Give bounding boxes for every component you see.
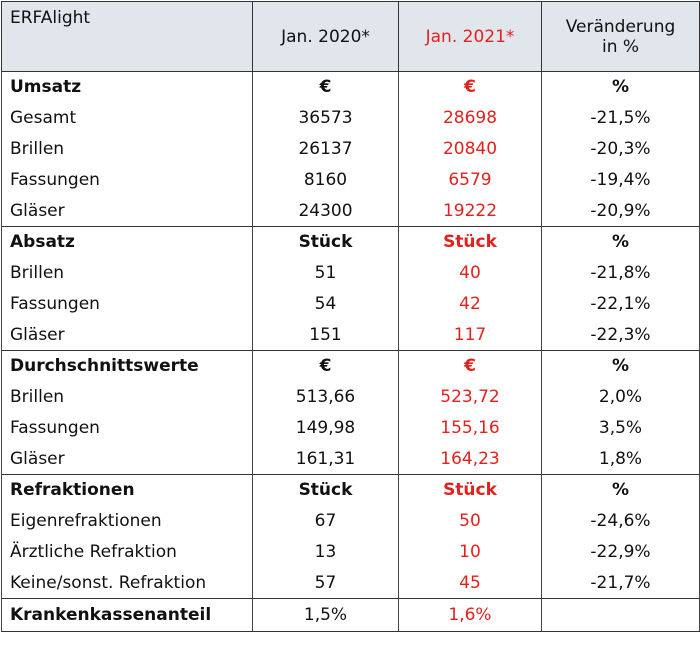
data-row: Brillen 513,66 523,72 2,0% (1, 381, 700, 413)
change: -20,9% (541, 195, 700, 227)
value-2021: 40 (398, 257, 542, 289)
row-label: Gläser (1, 195, 253, 227)
section-header-row: Refraktionen Stück Stück% (1, 474, 700, 506)
value-2020: 513,66 (252, 381, 399, 413)
row-label: Brillen (1, 257, 253, 289)
change: -22,9% (541, 536, 700, 568)
change: -22,3% (541, 319, 700, 351)
unit: € (252, 71, 399, 103)
value-2021: 155,16 (398, 412, 542, 444)
row-label: Gläser (1, 319, 253, 351)
data-row: Brillen 26137 20840 -20,3% (1, 133, 700, 165)
value-2021: 117 (398, 319, 542, 351)
row-label: Gläser (1, 443, 253, 475)
change: -21,8% (541, 257, 700, 289)
unit: € (398, 350, 542, 382)
data-row: Eigenrefraktionen 67 50 -24,6% (1, 505, 700, 537)
data-row: Gläser 161,31 164,23 1,8% (1, 443, 700, 475)
value-2020: 57 (252, 567, 399, 599)
row-label: Fassungen (1, 164, 253, 196)
section-name: Umsatz (1, 71, 253, 103)
unit: € (252, 350, 399, 382)
value-2021: 6579 (398, 164, 542, 196)
value-2021: 164,23 (398, 443, 542, 475)
section-name: Absatz (1, 226, 253, 258)
unit: % (541, 226, 700, 258)
value-2021: 45 (398, 567, 542, 599)
value-2020: 161,31 (252, 443, 399, 475)
row-label: Keine/sonst. Refraktion (1, 567, 253, 599)
data-row: Fassungen 149,98 155,16 3,5% (1, 412, 700, 444)
data-row: Gesamt 36573 28698 -21,5% (1, 102, 700, 134)
value-2021: 1,6% (398, 598, 542, 632)
value-2021: 19222 (398, 195, 542, 227)
row-label: Fassungen (1, 412, 253, 444)
value-2021: 10 (398, 536, 542, 568)
footer-row: Krankenkassenanteil 1,5% 1,6% (1, 598, 700, 632)
value-2021: 42 (398, 288, 542, 320)
header-row: ERFAlight Jan. 2020* Jan. 2021* Veränder… (1, 1, 700, 72)
value-2021: 523,72 (398, 381, 542, 413)
data-row: Brillen 51 40 -21,8% (1, 257, 700, 289)
section-name: Durchschnittswerte (1, 350, 253, 382)
value-2020: 1,5% (252, 598, 399, 632)
change: 1,8% (541, 443, 700, 475)
section-name: Refraktionen (1, 474, 253, 506)
value-2021: 28698 (398, 102, 542, 134)
unit: % (541, 474, 700, 506)
section-header-row: Umsatz € €% (1, 71, 700, 103)
value-2020: 149,98 (252, 412, 399, 444)
value-2020: 51 (252, 257, 399, 289)
value-2020: 13 (252, 536, 399, 568)
header-2020: Jan. 2020* (252, 1, 399, 72)
change: -22,1% (541, 288, 700, 320)
empty-cell (541, 598, 700, 632)
row-label: Brillen (1, 381, 253, 413)
unit: % (541, 350, 700, 382)
change: -20,3% (541, 133, 700, 165)
data-row: Ärztliche Refraktion 13 10 -22,9% (1, 536, 700, 568)
unit: € (398, 71, 542, 103)
value-2020: 67 (252, 505, 399, 537)
value-2020: 24300 (252, 195, 399, 227)
value-2020: 151 (252, 319, 399, 351)
row-label: Eigenrefraktionen (1, 505, 253, 537)
row-label: Fassungen (1, 288, 253, 320)
value-2020: 54 (252, 288, 399, 320)
value-2020: 36573 (252, 102, 399, 134)
data-row: Fassungen 8160 6579 -19,4% (1, 164, 700, 196)
data-row: Gläser 24300 19222 -20,9% (1, 195, 700, 227)
row-label: Krankenkassenanteil (1, 598, 253, 632)
change: -24,6% (541, 505, 700, 537)
data-row: Gläser 151 117 -22,3% (1, 319, 700, 351)
change: -19,4% (541, 164, 700, 196)
header-2021: Jan. 2021* (398, 1, 542, 72)
value-2020: 8160 (252, 164, 399, 196)
row-label: Brillen (1, 133, 253, 165)
unit: Stück (252, 474, 399, 506)
table-body: ERFAlight Jan. 2020* Jan. 2021* Veränder… (1, 1, 700, 632)
value-2020: 26137 (252, 133, 399, 165)
unit: Stück (398, 226, 542, 258)
data-row: Fassungen 54 42 -22,1% (1, 288, 700, 320)
data-row: Keine/sonst. Refraktion 57 45 -21,7% (1, 567, 700, 599)
row-label: Ärztliche Refraktion (1, 536, 253, 568)
header-title: ERFAlight (1, 1, 253, 72)
unit: Stück (398, 474, 542, 506)
row-label: Gesamt (1, 102, 253, 134)
section-header-row: Absatz Stück Stück% (1, 226, 700, 258)
header-change-text: Veränderung in % (565, 16, 676, 57)
value-2021: 20840 (398, 133, 542, 165)
value-2021: 50 (398, 505, 542, 537)
change: -21,5% (541, 102, 700, 134)
sales-table: ERFAlight Jan. 2020* Jan. 2021* Veränder… (1, 1, 700, 632)
section-header-row: Durchschnittswerte € €% (1, 350, 700, 382)
header-change: Veränderung in % (541, 1, 700, 72)
unit: % (541, 71, 700, 103)
change: 3,5% (541, 412, 700, 444)
change: 2,0% (541, 381, 700, 413)
unit: Stück (252, 226, 399, 258)
change: -21,7% (541, 567, 700, 599)
